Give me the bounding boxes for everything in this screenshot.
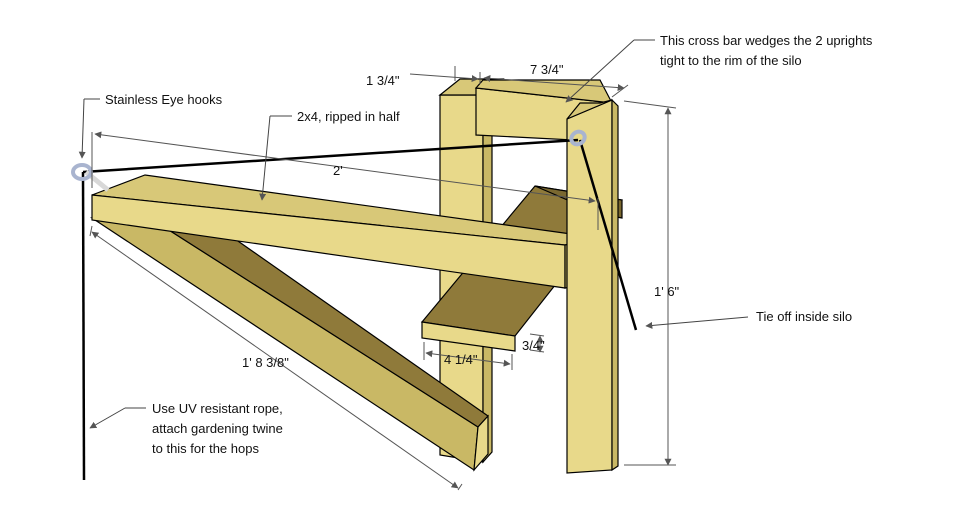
shelf-thickness-dimension: 3/4"	[522, 338, 545, 353]
hanging-rope	[81, 171, 86, 481]
rope-note-line1: Use UV resistant rope,	[152, 401, 283, 416]
shelf-depth-dimension: 4 1/4"	[444, 352, 478, 367]
rope-note-line3: to this for the hops	[152, 441, 259, 456]
cross-bar-note-line1: This cross bar wedges the 2 uprights	[660, 33, 873, 48]
rope-note-line2: attach gardening twine	[152, 421, 283, 436]
cross-bar-note-line2: tight to the rim of the silo	[660, 53, 802, 68]
tie-off-label: Tie off inside silo	[756, 309, 852, 324]
arm-length-dimension: 2'	[333, 163, 343, 178]
upright-width-dimension: 1 3/4"	[366, 73, 400, 88]
front-upright	[566, 98, 619, 474]
dimension-lines	[89, 66, 677, 491]
leader-lines	[78, 39, 749, 429]
left-eye-hook-icon	[71, 163, 93, 181]
eye-hooks-label: Stainless Eye hooks	[105, 92, 223, 107]
brace-length-dimension: 1' 8 3/8"	[242, 355, 289, 370]
height-dimension: 1' 6"	[654, 284, 680, 299]
rope-span	[82, 138, 579, 174]
ripped-2x4-label: 2x4, ripped in half	[297, 109, 400, 124]
cross-bar-width-dimension: 7 3/4"	[530, 62, 564, 77]
